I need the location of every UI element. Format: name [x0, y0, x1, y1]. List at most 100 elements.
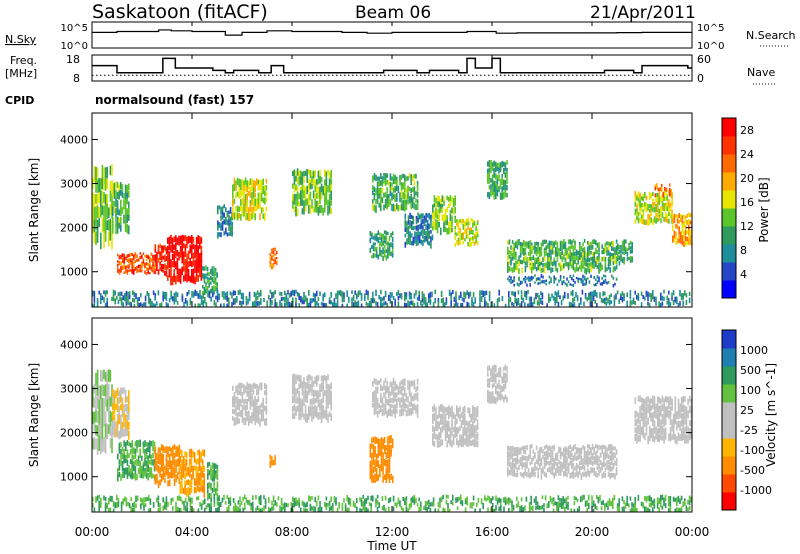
power-cell — [330, 170, 332, 179]
power-cell — [415, 191, 417, 196]
velocity-cell — [451, 424, 453, 431]
power-cell — [425, 236, 427, 242]
velocity-cell — [320, 405, 323, 415]
velocity-cell — [385, 445, 388, 451]
power-cell — [176, 250, 179, 257]
power-cell — [669, 206, 672, 212]
velocity-cell — [437, 502, 440, 508]
velocity-cell — [172, 445, 174, 455]
power-cell — [604, 261, 607, 266]
power-cell — [511, 290, 513, 296]
power-cell — [554, 299, 556, 306]
velocity-cell — [121, 402, 124, 412]
velocity-cell — [167, 460, 169, 467]
velocity-cell — [238, 390, 240, 395]
power-cell — [252, 198, 255, 206]
power-cell — [626, 251, 629, 257]
velocity-cell — [154, 446, 157, 453]
power-cell — [306, 185, 308, 195]
velocity-cell — [468, 427, 471, 436]
power-cell — [671, 296, 673, 301]
velocity-cell — [492, 503, 494, 508]
velocity-cell — [173, 444, 176, 450]
power-cell — [688, 218, 690, 225]
velocity-cell — [472, 413, 474, 420]
velocity-cell — [441, 413, 444, 420]
velocity-cell — [264, 418, 266, 426]
power-cell — [433, 224, 436, 230]
power-cell — [674, 296, 676, 303]
power-cell — [587, 251, 589, 257]
power-cell — [605, 296, 608, 301]
velocity-cell — [389, 409, 392, 417]
velocity-cell — [580, 455, 583, 462]
power-cell — [380, 205, 382, 212]
power-cell — [524, 247, 527, 254]
velocity-cell — [136, 495, 139, 502]
velocity-cell — [108, 424, 110, 434]
power-cell — [249, 186, 252, 194]
power-cell — [648, 219, 651, 225]
velocity-cell — [98, 500, 100, 507]
power-cell — [526, 257, 528, 262]
velocity-cell — [676, 507, 678, 512]
velocity-cell — [257, 385, 260, 392]
power-cell — [240, 300, 243, 307]
power-cell — [228, 210, 230, 215]
power-cell — [96, 300, 99, 307]
velocity-cell — [317, 495, 320, 501]
power-cell — [248, 296, 251, 302]
power-cell — [585, 252, 587, 259]
velocity-cell — [388, 473, 391, 484]
velocity-cell — [383, 403, 385, 411]
power-colorbar-tick: 4 — [740, 268, 747, 281]
power-cell — [604, 280, 607, 284]
velocity-cell — [300, 507, 302, 512]
velocity-cell — [449, 427, 452, 436]
velocity-cell — [116, 397, 119, 404]
power-cell — [470, 230, 473, 234]
power-cell — [123, 260, 125, 265]
velocity-cell — [399, 403, 401, 408]
power-cell — [269, 264, 272, 268]
power-cell — [661, 201, 664, 207]
power-cell — [407, 197, 409, 205]
velocity-cell — [448, 434, 450, 440]
velocity-cell — [600, 501, 603, 505]
velocity-cell — [372, 403, 374, 408]
power-cell — [410, 233, 413, 238]
velocity-cell — [415, 407, 417, 414]
power-cell — [672, 218, 674, 225]
power-cell — [409, 224, 411, 229]
velocity-cell — [645, 396, 648, 407]
velocity-cell — [379, 450, 381, 456]
velocity-segment-2 — [117, 439, 156, 482]
power-cell — [663, 216, 665, 222]
velocity-cell — [121, 452, 124, 460]
power-cell — [380, 199, 382, 207]
velocity-cell — [596, 495, 598, 499]
power-cell — [301, 179, 304, 185]
power-cell — [372, 252, 375, 259]
velocity-cell — [201, 485, 204, 493]
velocity-cell — [269, 462, 272, 468]
power-cell — [675, 231, 677, 239]
power-cell — [506, 160, 508, 165]
power-cell — [531, 242, 533, 247]
velocity-cell — [391, 475, 394, 484]
power-cell — [134, 267, 137, 271]
power-cell — [539, 277, 541, 281]
power-cell — [582, 252, 584, 258]
power-cell — [432, 204, 434, 209]
power-cell — [187, 235, 190, 244]
velocity-cell — [145, 454, 148, 460]
power-cell — [377, 254, 380, 260]
power-cell — [426, 213, 429, 218]
power-cell — [590, 274, 592, 278]
velocity-cell — [205, 505, 208, 510]
power-cell — [455, 296, 457, 301]
velocity-cell — [392, 506, 395, 512]
power-cell — [389, 173, 392, 181]
power-cell — [253, 291, 256, 297]
velocity-cell — [668, 410, 670, 420]
